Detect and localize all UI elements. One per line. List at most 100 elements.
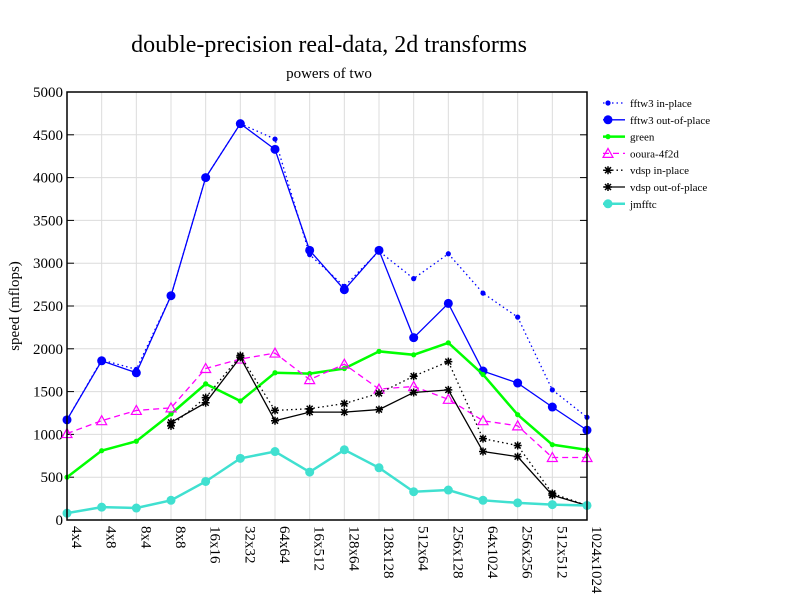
data-point [479,447,487,456]
data-point [409,487,419,497]
data-point [235,453,245,463]
data-point [272,136,278,142]
data-point [511,419,524,431]
legend-item: fftw3 out-of-place [603,115,710,127]
data-point [340,399,349,408]
data-point [201,398,210,407]
data-point [515,412,521,418]
data-point [444,385,453,394]
legend: fftw3 in-place fftw3 out-of-place green oou… [601,98,710,211]
data-point [131,503,141,513]
data-point [199,362,212,374]
data-point [338,357,351,369]
data-point [339,445,349,455]
data-point [513,378,523,388]
data-point [268,346,282,358]
legend-item: vdsp in-place [603,165,689,177]
y-tick-label: 3500 [33,213,63,229]
data-point [478,495,488,505]
legend-item: ooura-4f2d [601,147,679,160]
data-point [97,502,107,512]
data-point [513,441,522,450]
data-point [167,418,175,427]
data-point [445,340,451,346]
x-tick-label: 128x64 [345,526,361,572]
data-point [480,290,486,296]
legend-label: jmfftc [629,199,657,211]
legend-label: vdsp out-of-place [630,182,707,194]
data-point [605,100,611,106]
data-point [201,393,210,402]
data-point [237,398,243,404]
data-point [513,452,522,461]
legend-label: ooura-4f2d [630,148,679,160]
legend-label: vdsp in-place [630,165,689,177]
series-line [66,448,588,515]
x-tick-label: 4x4 [68,526,84,549]
x-tick-label: 512x64 [415,526,431,572]
series-line [66,352,587,459]
data-point [479,434,487,443]
data-point [411,276,417,282]
data-point [203,381,209,387]
y-tick-label: 0 [56,513,64,529]
data-point [604,166,612,175]
chart-title: double-precision real-data, 2d transform… [131,32,527,58]
y-tick-label: 2000 [33,342,63,358]
data-point [604,183,612,191]
data-point [547,500,557,510]
y-tick-label: 4500 [33,128,63,144]
plot-frame [66,91,588,521]
data-point [374,463,384,473]
data-point [166,291,176,301]
data-point [303,373,316,385]
data-point [340,408,349,417]
y-tick-label: 1500 [33,385,63,401]
data-point [411,352,417,358]
data-point [130,404,143,416]
series-line [66,341,588,479]
y-ticks: 0 500 1000 1500 2000 2500 3000 3500 4000 4500 5000 [33,85,63,529]
data-point [409,372,418,381]
data-point [131,368,141,378]
y-tick-label: 1000 [33,427,63,443]
data-point [548,491,557,500]
y-axis-label: speed (mflops) [7,261,23,351]
data-point [201,173,211,183]
series-group [60,119,594,518]
data-point [133,438,139,444]
data-point [95,414,108,426]
data-point [513,498,523,508]
legend-item: vdsp out-of-place [603,182,707,194]
y-tick-label: 4000 [33,171,63,187]
x-tick-label: 4x8 [103,526,119,549]
series-ooura-4f2d [60,346,594,463]
data-point [270,447,280,457]
series-line [66,122,588,431]
data-point [305,467,315,477]
data-point [166,495,176,505]
data-point [271,406,279,415]
series-jmfftc [62,445,592,518]
x-tick-label: 256x128 [449,526,465,579]
series-green [64,340,590,480]
data-point [480,371,486,378]
series-line [66,122,588,421]
y-tick-label: 500 [41,470,64,486]
x-tick-label: 8x8 [172,526,188,549]
data-point [444,357,453,366]
legend-item: green [603,132,655,144]
data-point [236,353,245,362]
y-tick-label: 5000 [33,85,63,101]
x-tick-label: 128x128 [380,526,396,579]
data-point [547,402,557,412]
data-point [476,414,490,426]
x-tick-label: 16x512 [311,526,327,571]
legend-label: fftw3 out-of-place [630,115,710,127]
data-point [515,314,521,320]
data-point [605,134,611,140]
data-point [270,144,280,154]
data-point [443,298,453,308]
data-point [375,405,383,414]
